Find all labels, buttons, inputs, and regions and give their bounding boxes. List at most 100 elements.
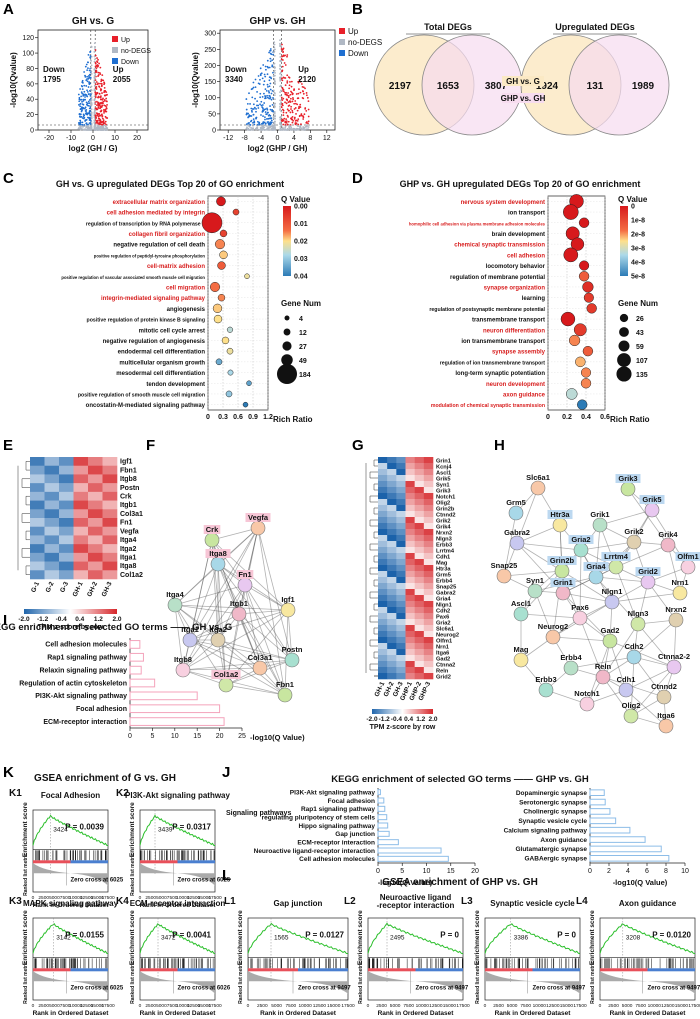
volcano-point [273, 55, 276, 57]
volcano-point [287, 105, 290, 107]
gene-label: Kcnj4 [436, 464, 452, 470]
heatmap-cell [73, 457, 89, 467]
venn-legend-swatch [502, 76, 544, 86]
dotplot-title: GH vs. G upregulated DEGs Top 20 of GO e… [56, 179, 284, 189]
gsea-x-label: Rank in Ordered Dataset [140, 902, 217, 909]
heatmap-cell [88, 570, 103, 580]
volcano-point [259, 78, 261, 81]
dotplot-point [579, 260, 590, 271]
gsea-x-tick: 5000 [49, 1003, 60, 1009]
dendrogram-branch [25, 495, 30, 506]
volcano-point [95, 121, 98, 124]
bar-category-label: Cholinergic synapse [523, 809, 587, 816]
dotplot-point [563, 247, 579, 263]
gene-label: Gria4 [436, 596, 451, 602]
heatmap-cell [44, 561, 60, 571]
bar [377, 822, 389, 829]
heatmap-cell [405, 655, 415, 662]
volcano-point [302, 90, 305, 93]
gene-label: Nrxn2 [436, 530, 452, 536]
go-term-label: brain development [492, 232, 545, 238]
network-edge [570, 656, 635, 669]
heatmap-cell [88, 561, 103, 571]
heatmap-cell [396, 577, 406, 584]
heatmap-cell [387, 505, 397, 512]
heatmap-cell [405, 625, 415, 632]
volcano-point [287, 96, 290, 99]
volcano-point [291, 116, 294, 118]
heatmap-cell [59, 570, 74, 580]
volcano-point [98, 112, 101, 115]
gsea-x-tick: 2500 [38, 895, 49, 901]
gene-label: Cdh1 [436, 554, 450, 560]
volcano-point [86, 69, 89, 72]
gene-label: Gad2 [436, 656, 450, 662]
volcano-point [90, 108, 93, 111]
gsea-frame [599, 917, 696, 1001]
heatmap-cell [59, 500, 74, 510]
heatmap-cell [73, 552, 89, 562]
volcano-point [89, 93, 92, 96]
network-edge [561, 570, 613, 603]
network-edge [579, 617, 604, 678]
dendrogram-branch [21, 513, 30, 523]
volcano-point [295, 122, 298, 125]
volcano-point [268, 91, 271, 94]
dendrogram-branch [373, 627, 378, 635]
gsea-strip-neg [70, 860, 108, 864]
gsea-x-tick: 12500 [661, 1003, 675, 1009]
volcano-point [260, 114, 262, 116]
network-node-label: Grik1 [590, 510, 609, 519]
volcano-point [90, 72, 93, 75]
volcano-point [273, 112, 276, 115]
gene-label: Crk [120, 494, 132, 501]
volcano-point [97, 123, 100, 125]
heatmap-cell [102, 491, 118, 501]
gsea-hits [600, 958, 694, 969]
volcano-point [100, 82, 103, 85]
venn-right-count: 1989 [632, 81, 655, 92]
volcano-point [269, 108, 272, 111]
network-node [592, 517, 608, 533]
go-term-label: regulation of membrane potential [450, 275, 545, 281]
color-key-tick: -0.4 [56, 616, 68, 623]
dendrogram-branch [373, 483, 378, 491]
gsea-title: Focal Adhesion [41, 791, 100, 800]
volcano-point [97, 115, 100, 118]
heatmap-cell [396, 565, 406, 572]
heatmap-cell [378, 535, 388, 542]
x-tick-label: 0.3 [218, 414, 228, 421]
node-label-highlight [203, 525, 221, 534]
heatmap-cell [378, 625, 388, 632]
volcano-point [273, 124, 276, 127]
volcano-point [264, 116, 266, 118]
volcano-point [245, 98, 248, 100]
volcano-point [249, 120, 252, 123]
dendrogram [17, 461, 30, 575]
size-legend-dot [282, 341, 292, 351]
volcano-point [280, 106, 283, 109]
gsea-strip-neg [177, 860, 215, 864]
network-edge [217, 584, 246, 641]
volcano-point [100, 78, 103, 81]
colorbar-tick: 0.04 [294, 274, 308, 281]
gsea-x-tick: 0 [484, 1003, 487, 1009]
volcano-point [103, 112, 105, 114]
network-edge [217, 563, 227, 686]
volcano-point [281, 86, 284, 89]
heatmap-cell [30, 552, 45, 562]
gsea-strip-pos [248, 968, 298, 972]
heatmap-cell [396, 511, 406, 518]
network-edge [516, 524, 561, 544]
gsea-es-curve [484, 923, 581, 955]
volcano-point [279, 125, 282, 128]
gsea-x-tick: 7500 [60, 1003, 71, 1009]
volcano-point [302, 127, 305, 130]
up-label: Up [113, 65, 124, 74]
bar [377, 814, 388, 821]
volcano-point [281, 104, 284, 107]
sample-label: GH-2 [86, 581, 99, 598]
network-node-label: Reln [595, 662, 612, 671]
y-tick-label: 0 [212, 128, 216, 135]
heatmap-cell [378, 619, 388, 626]
